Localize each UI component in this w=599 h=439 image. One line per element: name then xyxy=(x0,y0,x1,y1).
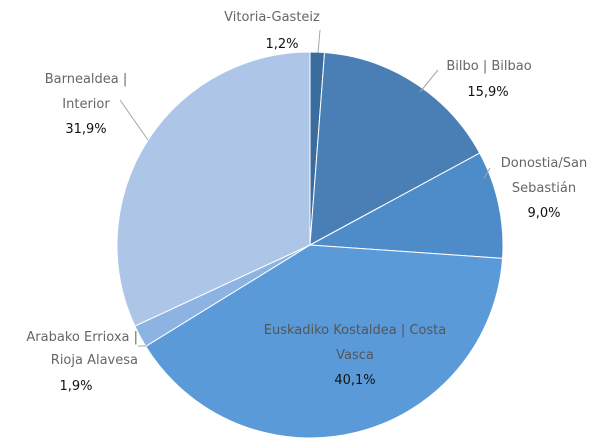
leader-line xyxy=(317,29,321,54)
slice-value: 40,1% xyxy=(334,373,376,388)
slice-name: Vitoria-Gasteiz xyxy=(224,10,320,25)
pie-slice xyxy=(308,152,504,259)
slice-value: 9,0% xyxy=(527,206,561,221)
leader-line xyxy=(419,69,439,93)
slice-value: 1,9% xyxy=(59,379,93,394)
leader-lines xyxy=(119,29,491,347)
slice-name: Euskadiko Kostaldea | Costa Vasca xyxy=(263,323,447,363)
leader-line xyxy=(483,167,491,179)
pie-slice xyxy=(309,52,481,246)
pie-slice xyxy=(116,51,311,327)
slice-name: Bilbo | Bilbao xyxy=(446,59,532,74)
slice-value: 1,2% xyxy=(265,37,299,52)
slice-value: 15,9% xyxy=(467,85,509,100)
slice-name: Arabako Errioxa | Rioja Alavesa xyxy=(26,330,138,368)
slice-value: 31,9% xyxy=(65,122,107,137)
slices xyxy=(116,51,504,439)
leader-line xyxy=(119,99,149,141)
slice-name: Barnealdea | Interior xyxy=(44,72,128,112)
pie-slice xyxy=(145,244,504,439)
slice-name: Donostia/San Sebastián xyxy=(500,156,588,196)
